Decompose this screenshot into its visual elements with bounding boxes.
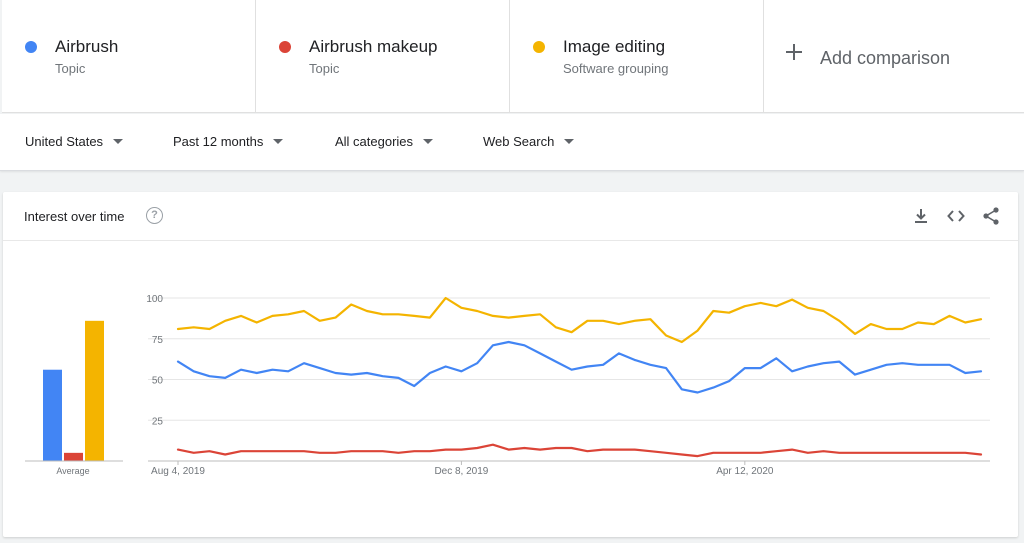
search-type-label: Web Search xyxy=(483,134,555,149)
chevron-down-icon xyxy=(423,139,434,144)
average-bar-chart: Average xyxy=(25,320,123,476)
average-label: Average xyxy=(56,466,89,476)
x-tick-label: Apr 12, 2020 xyxy=(716,466,774,477)
card-title: Interest over time xyxy=(24,209,125,224)
term-name: Image editing xyxy=(563,37,666,56)
y-tick-label: 25 xyxy=(152,416,164,427)
filter-bar: United States Past 12 months All categor… xyxy=(0,114,1024,171)
share-icon[interactable] xyxy=(981,206,1001,226)
time-range-dropdown[interactable]: Past 12 months xyxy=(173,134,284,149)
line-chart: 25 50 75 100 Aug 4, 2019 Dec 8, 2019 Apr 12, 2… xyxy=(146,294,990,477)
average-bar xyxy=(43,369,62,461)
chevron-down-icon xyxy=(273,139,284,144)
category-dropdown[interactable]: All categories xyxy=(335,134,434,149)
plus-icon xyxy=(786,44,802,60)
term-type: Topic xyxy=(55,61,86,76)
term-color-dot xyxy=(533,41,545,53)
average-bar xyxy=(64,452,83,461)
time-range-label: Past 12 months xyxy=(173,134,264,149)
term-color-dot xyxy=(279,41,291,53)
term-name: Airbrush xyxy=(55,37,119,56)
help-circle-icon[interactable]: ? xyxy=(146,207,163,224)
x-tick-label: Dec 8, 2019 xyxy=(434,466,488,477)
series-line-image-editing xyxy=(176,296,983,344)
category-label: All categories xyxy=(335,134,414,149)
term-airbrush[interactable]: Airbrush Topic xyxy=(2,0,256,113)
interest-chart: Average 25 50 75 100 Aug 4, 2019 Dec 8, 2019 A… xyxy=(25,294,990,477)
add-comparison-label: Add comparison xyxy=(820,48,951,68)
series-line-airbrush xyxy=(176,340,983,394)
region-label: United States xyxy=(25,134,104,149)
term-airbrush-makeup[interactable]: Airbrush makeup Topic xyxy=(256,0,510,113)
series-line-airbrush-makeup xyxy=(176,443,983,458)
interest-over-time-card: Interest over time ? Average 25 50 75 100 Au… xyxy=(3,192,1018,537)
comparison-bar: Airbrush Topic Airbrush makeup Topic Ima… xyxy=(2,0,1024,113)
x-tick-label: Aug 4, 2019 xyxy=(151,466,205,477)
y-tick-label: 100 xyxy=(146,294,163,305)
chevron-down-icon xyxy=(113,139,124,144)
term-color-dot xyxy=(25,41,37,53)
card-header: Interest over time ? xyxy=(3,192,1018,241)
region-dropdown[interactable]: United States xyxy=(25,134,124,149)
search-type-dropdown[interactable]: Web Search xyxy=(483,134,575,149)
term-image-editing[interactable]: Image editing Software grouping xyxy=(510,0,764,113)
term-type: Software grouping xyxy=(563,61,669,76)
term-name: Airbrush makeup xyxy=(309,37,438,56)
average-bar xyxy=(85,320,104,461)
code-icon[interactable] xyxy=(946,206,966,226)
term-type: Topic xyxy=(309,61,340,76)
add-comparison-button[interactable]: Add comparison xyxy=(764,0,1024,113)
chevron-down-icon xyxy=(564,139,575,144)
y-tick-label: 75 xyxy=(152,335,164,346)
download-icon[interactable] xyxy=(911,206,931,226)
y-tick-label: 50 xyxy=(152,376,164,387)
